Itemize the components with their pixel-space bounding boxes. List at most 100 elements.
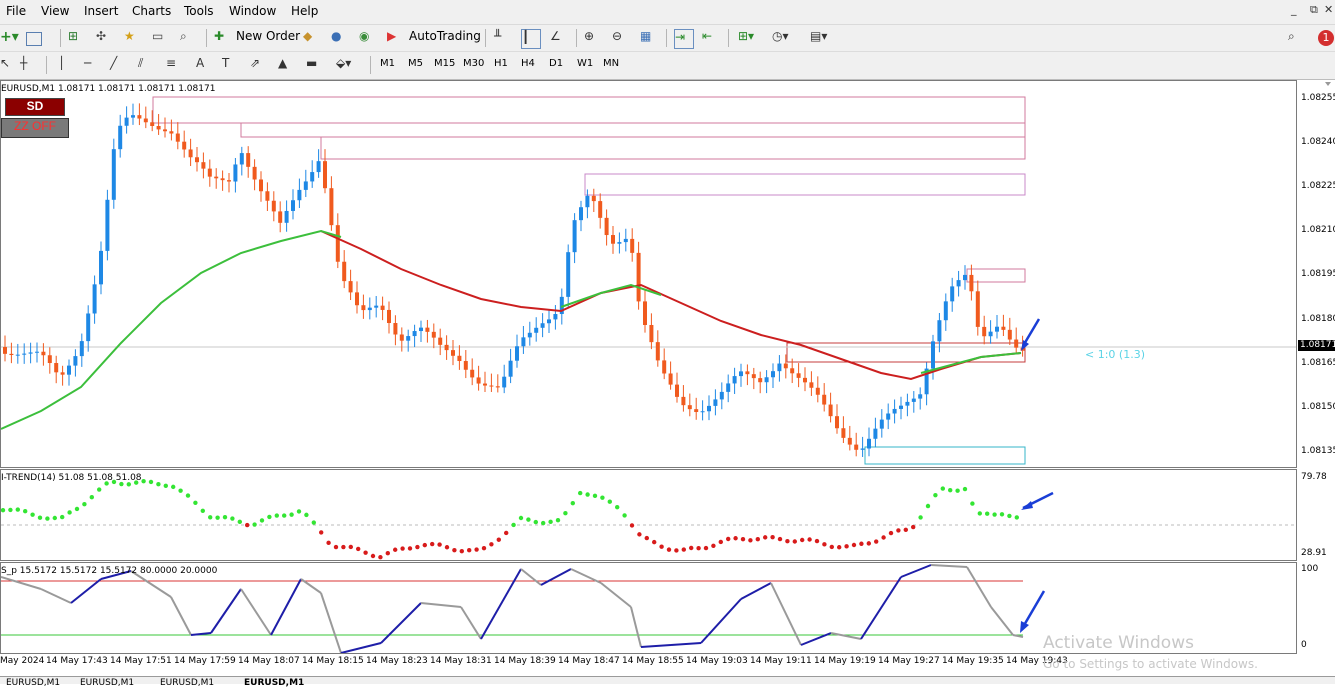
periods-icon[interactable]: ◷▾ xyxy=(772,29,789,43)
stochastic-pane[interactable]: S_p 15.5172 15.5172 15.5172 80.0000 20.0… xyxy=(0,562,1297,654)
candle-body xyxy=(233,164,238,182)
main-chart-pane[interactable]: EURUSD,M1 1.08171 1.08171 1.08171 1.0817… xyxy=(0,80,1297,468)
search-icon[interactable]: ⌕ xyxy=(1288,29,1295,43)
time-label: 14 May 19:11 xyxy=(750,656,812,666)
menu-charts[interactable]: Charts xyxy=(132,4,172,18)
tile-windows-icon[interactable]: ▦ xyxy=(640,29,652,43)
timeframe-w1[interactable]: W1 xyxy=(577,58,594,69)
indicators-icon[interactable]: ⊞▾ xyxy=(738,29,755,43)
candle-body xyxy=(803,377,807,383)
crosshair-icon[interactable]: ┼ xyxy=(20,56,28,70)
chart-tab-active[interactable]: EURUSD,M1 xyxy=(244,678,305,688)
time-axis xyxy=(0,654,1335,676)
chart-tab[interactable]: EURUSD,M1 xyxy=(80,678,135,688)
candle-body xyxy=(956,280,961,287)
vertical-line-icon[interactable]: │ xyxy=(58,56,66,70)
candle-body xyxy=(643,301,647,325)
metaeditor-icon[interactable]: ◆ xyxy=(303,29,313,43)
restore-icon[interactable]: ⧉ xyxy=(1310,3,1318,16)
minimize-icon[interactable]: _ xyxy=(1291,3,1297,16)
crosshair-nav-icon[interactable]: ✣ xyxy=(96,29,107,43)
trendline-icon[interactable]: ╱ xyxy=(110,56,118,70)
candle-body xyxy=(515,346,519,361)
close-icon[interactable]: ✕ xyxy=(1324,3,1334,16)
candlestick-chart xyxy=(1,96,1296,465)
fibonacci-icon[interactable]: ≡ xyxy=(166,56,177,70)
triangle-icon[interactable]: ▲ xyxy=(278,56,288,70)
candle-body xyxy=(1014,339,1019,348)
rectangle-icon[interactable]: ▬ xyxy=(306,56,318,70)
timeframe-h4[interactable]: H4 xyxy=(521,58,535,69)
market-icon[interactable]: ◉ xyxy=(359,29,370,43)
candle-body xyxy=(777,363,782,372)
menu-insert[interactable]: Insert xyxy=(84,4,119,18)
timeframe-d1[interactable]: D1 xyxy=(549,58,564,69)
time-label: 14 May 18:55 xyxy=(622,656,684,666)
candle-body xyxy=(374,305,379,308)
sd-button[interactable]: SD xyxy=(5,98,65,116)
menu-tools[interactable]: Tools xyxy=(184,4,214,18)
shapes-menu-icon[interactable]: ⬙▾ xyxy=(336,56,352,70)
equidistant-channel-icon[interactable]: ⫽ xyxy=(138,56,144,70)
zoom-in-icon[interactable]: ⊕ xyxy=(584,29,595,43)
itrend-point xyxy=(829,544,834,550)
line-chart-icon[interactable]: ∠ xyxy=(550,29,561,43)
stochastic-segment xyxy=(570,568,602,584)
candle-body xyxy=(598,201,603,218)
candle-body xyxy=(591,195,596,202)
zz-toggle-button[interactable]: ZZ OFF xyxy=(1,118,69,138)
itrend-point xyxy=(15,507,20,512)
market-watch-icon[interactable]: ⊞ xyxy=(68,29,79,43)
candle-body xyxy=(566,252,571,297)
itrend-pane[interactable]: I-TREND(14) 51.08 51.08 51.08 xyxy=(0,469,1297,561)
candle-body xyxy=(265,191,270,201)
itrend-point xyxy=(866,541,871,546)
itrend-point xyxy=(489,542,494,547)
time-label: 14 May 18:15 xyxy=(302,656,364,666)
signals-icon[interactable]: ● xyxy=(331,29,342,43)
autotrading-button[interactable]: AutoTrading xyxy=(409,29,481,43)
candle-body xyxy=(252,166,257,180)
profiles-icon[interactable] xyxy=(26,32,42,46)
navigator-icon[interactable]: ★ xyxy=(124,29,135,43)
candlestick-icon[interactable]: ┃ xyxy=(521,29,541,49)
menu-file[interactable]: File xyxy=(6,4,27,18)
candle-body xyxy=(668,373,673,385)
text-label-icon[interactable]: T xyxy=(222,56,230,70)
chart-shift-icon[interactable]: ⇤ xyxy=(702,29,713,43)
text-icon[interactable]: A xyxy=(196,56,205,70)
notification-badge-icon[interactable]: 1 xyxy=(1318,30,1334,46)
terminal-icon[interactable]: ▭ xyxy=(152,29,164,43)
arrows-icon[interactable]: ⇗ xyxy=(250,56,261,70)
timeframe-m30[interactable]: M30 xyxy=(463,58,485,69)
timeframe-m5[interactable]: M5 xyxy=(408,58,423,69)
itrend-point xyxy=(555,518,561,523)
timeframe-mn[interactable]: MN xyxy=(603,58,620,69)
menu-view[interactable]: View xyxy=(41,4,70,18)
templates-icon[interactable]: ▤▾ xyxy=(810,29,828,43)
horizontal-line-icon[interactable]: ─ xyxy=(84,56,92,70)
itrend-point xyxy=(992,512,997,517)
zoom-out-icon[interactable]: ⊖ xyxy=(612,29,623,43)
menu-window[interactable]: Window xyxy=(229,4,277,18)
itrend-point xyxy=(518,515,524,521)
new-order-button[interactable]: New Order xyxy=(236,29,301,43)
candle-body xyxy=(809,382,814,388)
itrend-point xyxy=(711,543,716,548)
candle-body xyxy=(899,405,903,409)
timeframe-h1[interactable]: H1 xyxy=(494,58,508,69)
strategy-tester-icon[interactable]: ⌕ xyxy=(180,29,187,43)
menu-help[interactable]: Help xyxy=(291,4,319,18)
chart-tab[interactable]: EURUSD,M1 xyxy=(160,678,215,688)
timeframe-m15[interactable]: M15 xyxy=(434,58,456,69)
auto-scroll-icon[interactable]: ⇥ xyxy=(674,29,694,49)
new-order-icon[interactable]: ✚ xyxy=(214,29,225,43)
bar-chart-icon[interactable]: ╨ xyxy=(494,29,502,43)
itrend-point xyxy=(770,534,775,540)
cursor-icon[interactable]: ↖ xyxy=(0,56,11,70)
chart-tab[interactable]: EURUSD,M1 xyxy=(6,678,61,688)
timeframe-m1[interactable]: M1 xyxy=(380,58,395,69)
autotrading-icon[interactable]: ▶ xyxy=(387,29,397,43)
new-chart-icon[interactable]: +▾ xyxy=(0,29,19,45)
candle-body xyxy=(873,428,878,439)
